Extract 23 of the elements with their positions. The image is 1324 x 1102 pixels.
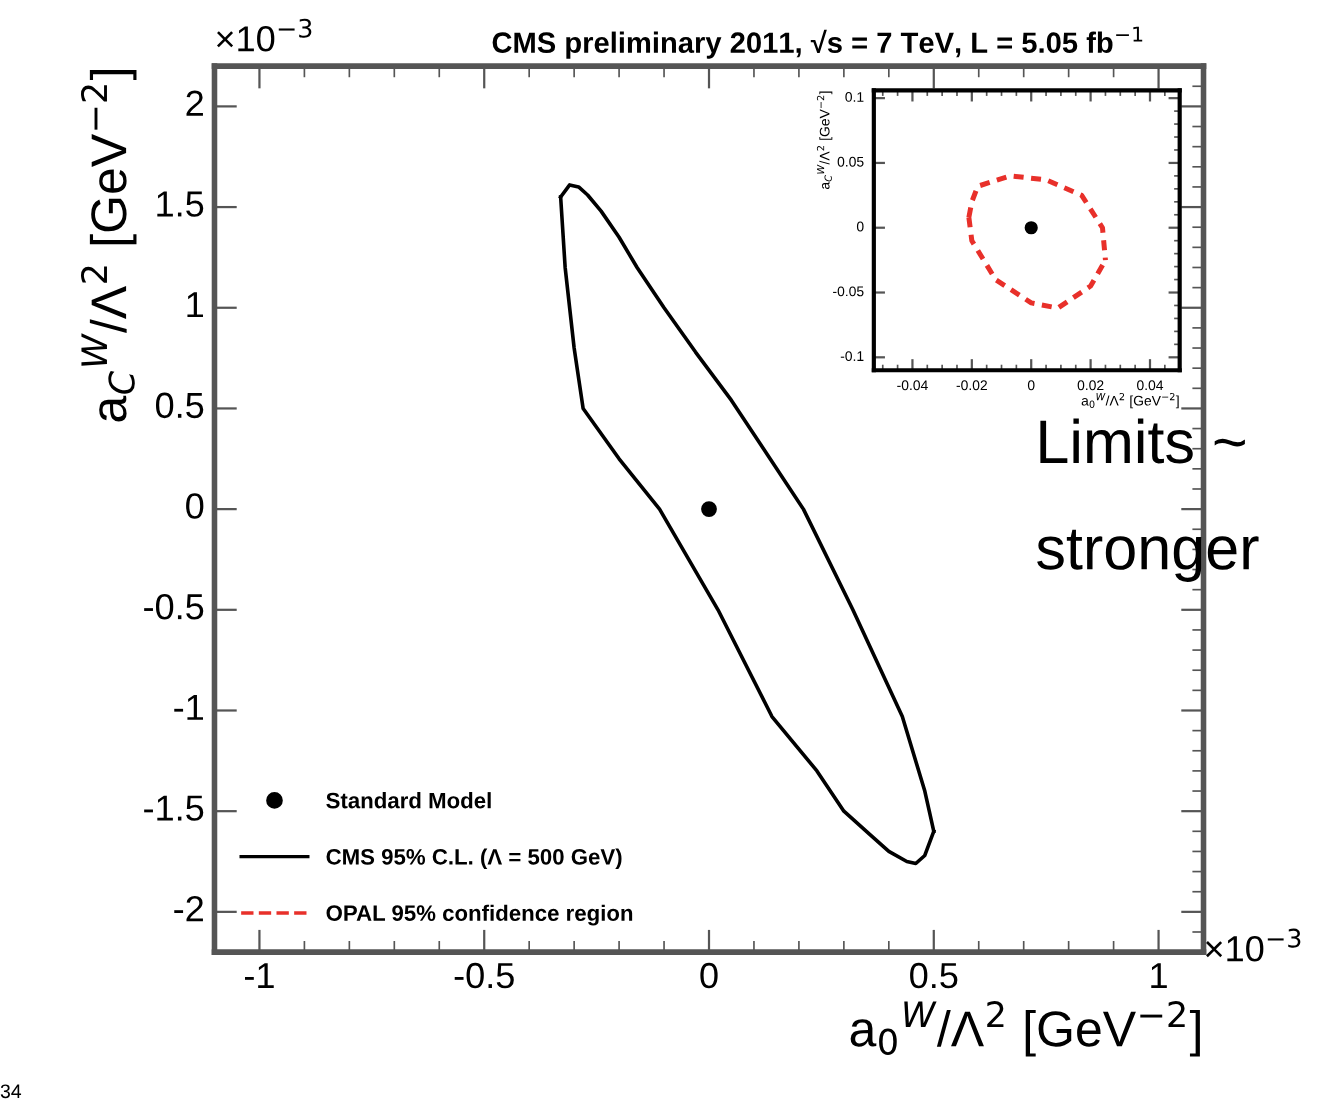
- y-tick-label: -0.5: [144, 593, 204, 620]
- y-tick-label: -1.5: [144, 795, 204, 821]
- x-tick-label: -1: [244, 963, 274, 989]
- x-tick-label: 0: [700, 962, 718, 989]
- x-tick-label: 0.5: [910, 962, 958, 989]
- text: ×10$^{−3}$: [1206, 928, 1301, 962]
- legend-label: Standard Model: [326, 792, 491, 809]
- chart-title: CMS preliminary 2011, √s = 7 TeV, L = 5.05 fb$^{−1}$: [492, 26, 1143, 59]
- x-tick-label: -0.5: [454, 962, 514, 989]
- y-axis-title: a$_{C}$$^{W}$/Λ$^{2}$ [GeV$^{−2}$]: [80, 70, 137, 422]
- legend-label: OPAL 95% confidence region: [326, 904, 633, 926]
- y-tick-label: 1: [187, 292, 204, 318]
- annotation: Limits ~: [1040, 418, 1245, 464]
- y-tick-label: 2: [186, 90, 203, 116]
- y-tick-label: 1.5: [157, 191, 204, 217]
- x-tick-label: 1: [1151, 963, 1167, 989]
- y-tick-label: -2: [174, 895, 203, 922]
- y-tick-label: 0: [186, 493, 204, 519]
- legend-label: CMS 95% C.L. (Λ = 500 GeV): [326, 848, 622, 870]
- x-axis-title: a$_{0}$$^{W}$/Λ$^{2}$ [GeV$^{−2}$]: [850, 1001, 1200, 1057]
- text: ×10$^{−3}$: [216, 18, 312, 52]
- y-tick-label: -1: [174, 694, 204, 720]
- text: 34: [0, 1084, 22, 1099]
